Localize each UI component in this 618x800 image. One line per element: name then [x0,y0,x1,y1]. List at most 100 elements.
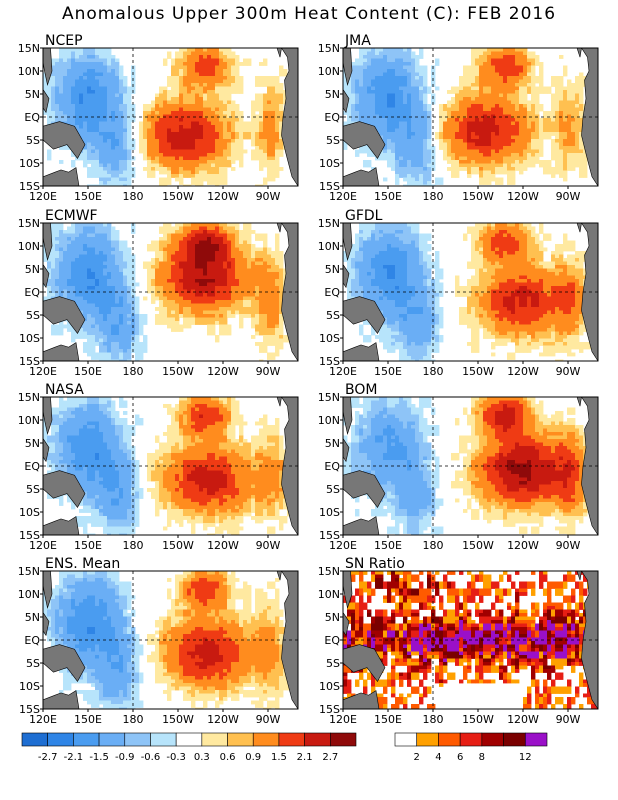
heatmap-field [343,571,598,709]
colorbar-label: 0.9 [245,752,261,763]
land-mass [43,470,86,508]
y-tick-label: 5N [325,437,340,450]
x-tick-label: 150E [74,713,102,726]
land-mass [576,571,582,581]
y-tick-label: 15N [18,42,40,55]
colorbar-swatch [47,732,74,747]
x-tick-label: 150E [74,190,102,203]
y-tick-label: 15S [319,355,340,368]
colorbar-label: 0.6 [220,752,236,763]
land-mass [43,121,86,159]
y-tick-label: 15S [19,703,40,716]
y-tick-label: 5N [325,88,340,101]
land-mass [43,342,80,361]
y-tick-label: EQ [324,634,340,647]
x-tick-label: 150W [462,539,494,552]
y-tick-label: 5S [26,483,40,496]
land-mass [343,296,386,334]
heatmap-field [43,223,298,361]
y-tick-label: 15N [18,217,40,230]
y-tick-label: 10N [18,240,40,253]
land-mass [343,88,350,114]
colorbar-swatch [124,732,151,747]
y-tick-label: 5S [326,309,340,322]
y-tick-label: 10N [18,588,40,601]
x-tick-label: 180 [123,539,144,552]
colorbar-label: 2 [414,752,420,763]
x-tick-label: 90W [256,190,281,203]
colorbar-label: 8 [479,752,485,763]
y-tick-label: 5N [25,437,40,450]
y-tick-label: 5N [25,88,40,101]
y-tick-label: 15S [319,703,340,716]
heatmap-field [43,48,298,186]
colorbar-label: 1.5 [271,752,287,763]
x-tick-label: 90W [556,190,581,203]
colorbar-swatch [304,732,331,747]
x-tick-label: 180 [423,190,444,203]
x-tick-label: 90W [256,539,281,552]
land-mass [343,121,386,159]
x-tick-label: 120E [29,539,57,552]
y-tick-label: 10S [319,506,340,519]
panel-title: NASA [45,382,84,398]
x-tick-label: 150E [74,365,102,378]
panel-title: SN Ratio [345,556,405,572]
land-mass [43,88,50,114]
x-tick-label: 150W [462,713,494,726]
x-tick-label: 120E [29,365,57,378]
land-mass [43,167,80,186]
colorbar-label: 0.3 [194,752,210,763]
figure-title: Anomalous Upper 300m Heat Content (C): F… [61,4,557,24]
heatmap-field [343,397,598,535]
land-mass [276,48,282,58]
x-tick-label: 90W [556,539,581,552]
y-tick-label: 10S [319,332,340,345]
x-tick-label: 150W [162,539,194,552]
land-mass [343,223,353,261]
heatmap-field [43,397,298,535]
x-tick-label: 120E [329,190,357,203]
colorbar-label: 2.7 [322,752,338,763]
land-mass [43,690,80,709]
y-tick-label: 10S [19,332,40,345]
colorbar-swatch [227,732,254,747]
land-mass [43,516,80,535]
x-tick-label: 150W [162,365,194,378]
y-tick-label: EQ [24,286,40,299]
land-mass [276,397,282,407]
colorbar-swatch [73,732,100,747]
y-tick-label: 5S [26,134,40,147]
land-mass [43,48,53,86]
land-mass [343,167,380,186]
x-tick-label: 90W [556,713,581,726]
x-tick-label: 90W [256,365,281,378]
x-tick-label: 90W [556,365,581,378]
colorbar-swatch [278,732,305,747]
x-tick-label: 120W [207,365,239,378]
x-tick-label: 150W [462,365,494,378]
colorbar-label: 2.1 [297,752,313,763]
colorbar-swatch [201,732,228,747]
x-tick-label: 150E [74,539,102,552]
colorbar-swatch [459,732,483,747]
y-tick-label: 15S [19,529,40,542]
colorbar-swatch [252,732,280,747]
y-tick-label: 5S [326,134,340,147]
y-tick-label: 10N [318,240,340,253]
colorbar-swatch [150,732,177,747]
panel-title: ENS. Mean [45,556,120,572]
colorbar-swatch [175,732,203,747]
x-tick-label: 150W [162,190,194,203]
y-tick-label: 15N [318,217,340,230]
colorbar-label: 4 [435,752,441,763]
x-tick-label: 120W [207,539,239,552]
land-mass [343,611,350,637]
panel-title: GFDL [345,208,383,224]
colorbar-label: -0.3 [166,752,186,763]
